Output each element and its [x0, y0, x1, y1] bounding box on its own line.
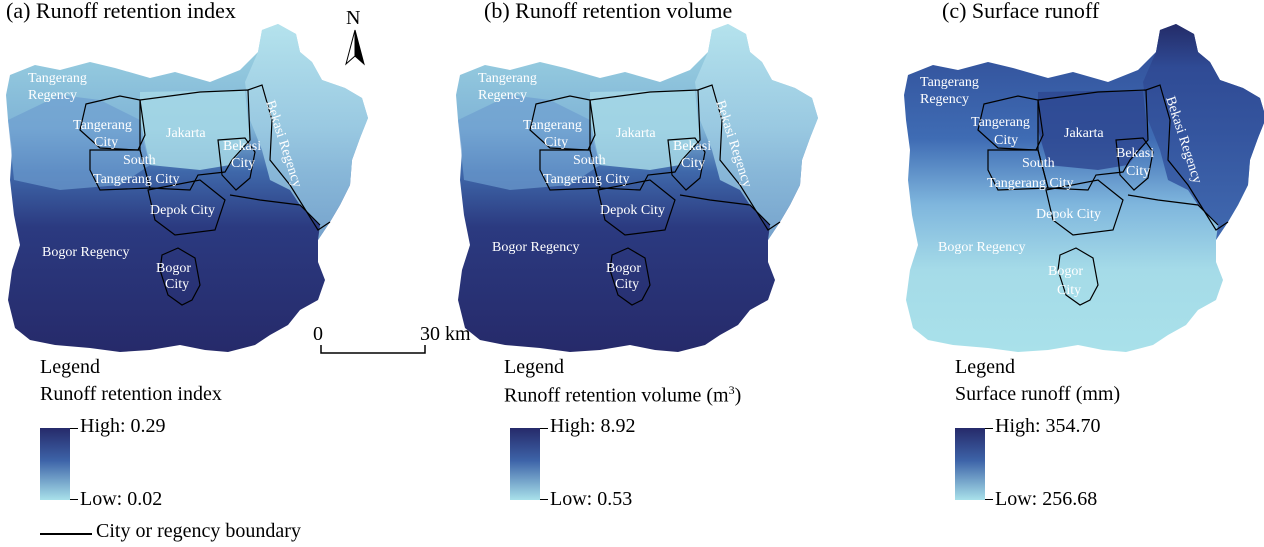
north-arrow-icon: N	[345, 7, 365, 66]
label-tangerang-regency-a-2: Regency	[28, 88, 77, 103]
scale-bar: 0 30 km	[313, 323, 471, 354]
panel-c-title: (c) Surface runoff	[942, 0, 1100, 23]
ramp-high-tick-b	[540, 428, 548, 429]
legend-title-b-text: Runoff retention volume (m	[504, 384, 729, 407]
color-ramp-b	[510, 428, 540, 500]
label-bekasi-city-c-1: Bekasi	[1116, 146, 1154, 161]
label-tangerang-regency-a-1: Tangerang	[28, 71, 87, 86]
label-depok-b: Depok City	[600, 203, 665, 218]
label-bogor-city-b-2: City	[615, 277, 639, 292]
label-tangerang-city-c-1: Tangerang	[971, 115, 1030, 130]
label-bogor-city-c-1: Bogor	[1048, 264, 1083, 279]
label-south-c-2: Tangerang City	[987, 176, 1074, 191]
label-bogor-regency-b: Bogor Regency	[492, 240, 579, 255]
label-bogor-regency-c: Bogor Regency	[938, 240, 1025, 255]
boundary-legend-label: City or regency boundary	[96, 520, 301, 542]
label-south-b-1: South	[573, 153, 606, 168]
ramp-low-tick-a	[70, 499, 78, 500]
low-label-c: Low: 256.68	[995, 488, 1098, 510]
label-tangerang-regency-c-2: Regency	[920, 92, 969, 107]
label-bogor-regency-a: Bogor Regency	[42, 245, 129, 260]
legend-heading-b: Legend	[504, 356, 564, 378]
color-ramp-c	[955, 428, 985, 500]
label-south-b-2: Tangerang City	[543, 172, 630, 187]
low-label-a: Low: 0.02	[80, 488, 163, 510]
label-jakarta-b: Jakarta	[616, 126, 656, 141]
legend-title-a: Runoff retention index	[40, 383, 222, 405]
label-tangerang-regency-b-1: Tangerang	[478, 71, 537, 86]
label-south-c-1: South	[1022, 156, 1055, 171]
legend-heading-c: Legend	[955, 356, 1015, 378]
legend-title-b-sup: 3	[728, 383, 735, 397]
label-bekasi-city-a-2: City	[231, 156, 255, 171]
label-south-a-1: South	[123, 153, 156, 168]
ramp-high-tick-a	[70, 428, 78, 429]
label-bogor-city-b-1: Bogor	[606, 261, 641, 276]
label-bogor-city-a-1: Bogor	[156, 261, 191, 276]
label-bekasi-city-b-1: Bekasi	[673, 139, 711, 154]
legend-title-b-close: )	[734, 384, 742, 407]
label-tangerang-city-c-2: City	[994, 133, 1018, 148]
map-panel-b: Tangerang Regency Tangerang City Jakarta…	[456, 24, 818, 352]
high-label-a: High: 0.29	[80, 415, 166, 437]
high-label-c: High: 354.70	[995, 415, 1101, 437]
label-bogor-city-a-2: City	[165, 277, 189, 292]
label-south-a-2: Tangerang City	[93, 172, 180, 187]
label-tangerang-regency-c-1: Tangerang	[920, 75, 979, 90]
label-bekasi-city-c-2: City	[1126, 164, 1150, 179]
label-jakarta-a: Jakarta	[166, 126, 206, 141]
low-label-b: Low: 0.53	[550, 488, 633, 510]
label-jakarta-c: Jakarta	[1064, 126, 1104, 141]
legend-title-b: Runoff retention volume (m3)	[504, 383, 741, 408]
label-depok-c: Depok City	[1036, 207, 1101, 222]
north-label: N	[346, 7, 360, 29]
panel-a-title: (a) Runoff retention index	[6, 0, 236, 23]
label-tangerang-city-a-2: City	[94, 135, 118, 150]
high-label-b: High: 8.92	[550, 415, 636, 437]
legend-heading-a: Legend	[40, 356, 100, 378]
label-bekasi-city-a-1: Bekasi	[223, 139, 261, 154]
label-bogor-city-c-2: City	[1057, 283, 1081, 298]
panel-b-title: (b) Runoff retention volume	[484, 0, 733, 23]
label-tangerang-city-b-1: Tangerang	[523, 118, 582, 133]
map-panel-c: Tangerang Regency Tangerang City Jakarta…	[904, 24, 1264, 352]
ramp-low-tick-b	[540, 499, 548, 500]
label-depok-a: Depok City	[150, 203, 215, 218]
label-bekasi-city-b-2: City	[681, 156, 705, 171]
label-tangerang-city-a-1: Tangerang	[73, 118, 132, 133]
ramp-low-tick-c	[985, 499, 993, 500]
label-tangerang-regency-b-2: Regency	[478, 88, 527, 103]
color-ramp-a	[40, 428, 70, 500]
boundary-line-symbol	[40, 533, 92, 535]
label-tangerang-city-b-2: City	[544, 135, 568, 150]
scale-start-label: 0	[313, 323, 323, 345]
scale-end-label: 30 km	[420, 323, 471, 345]
legend-title-c: Surface runoff (mm)	[955, 383, 1121, 405]
map-panel-a: Tangerang Regency Tangerang City Jakarta…	[6, 24, 368, 352]
ramp-high-tick-c	[985, 428, 993, 429]
